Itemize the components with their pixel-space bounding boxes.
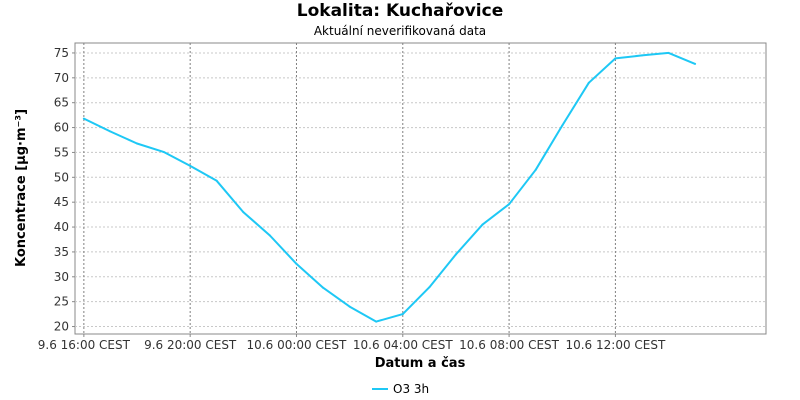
x-tick-label: 10.6 08:00 CEST bbox=[459, 338, 560, 352]
y-tick-label: 55 bbox=[54, 145, 69, 159]
data-point bbox=[640, 54, 643, 57]
data-point bbox=[215, 179, 218, 182]
data-point bbox=[401, 313, 404, 316]
plot-area bbox=[74, 42, 767, 335]
horizontal-gridlines bbox=[75, 52, 766, 328]
data-point bbox=[109, 130, 112, 133]
data-point bbox=[561, 124, 564, 127]
y-tick-label: 45 bbox=[54, 195, 69, 209]
data-point bbox=[481, 223, 484, 226]
data-point bbox=[534, 168, 537, 171]
x-tick-label: 10.6 04:00 CEST bbox=[353, 338, 454, 352]
y-tick-label: 25 bbox=[54, 295, 69, 309]
y-tick-label: 75 bbox=[54, 46, 69, 60]
data-point bbox=[454, 253, 457, 256]
data-point bbox=[375, 320, 378, 323]
data-point bbox=[136, 142, 139, 145]
legend-label-o3: O3 3h bbox=[393, 382, 429, 396]
chart-subtitle: Aktuální neverifikovaná data bbox=[313, 24, 487, 38]
y-tick-label: 35 bbox=[54, 245, 69, 259]
y-tick-label: 30 bbox=[54, 270, 69, 284]
y-axis-ticks: 20 25 30 35 40 45 50 55 60 65 70 75 bbox=[54, 46, 75, 334]
data-point bbox=[348, 305, 351, 308]
data-point bbox=[189, 164, 192, 167]
data-point bbox=[428, 286, 431, 289]
y-tick-label: 50 bbox=[54, 170, 69, 184]
data-point bbox=[268, 234, 271, 237]
x-axis-title: Datum a čas bbox=[375, 356, 466, 371]
x-tick-label: 10.6 00:00 CEST bbox=[247, 338, 348, 352]
vertical-gridlines bbox=[83, 43, 616, 334]
y-tick-label: 20 bbox=[54, 320, 69, 334]
data-point bbox=[614, 57, 617, 60]
data-point bbox=[508, 203, 511, 206]
y-tick-label: 65 bbox=[54, 96, 69, 110]
data-point bbox=[242, 211, 245, 214]
y-tick-label: 70 bbox=[54, 71, 69, 85]
x-tick-label: 9.6 20:00 CEST bbox=[144, 338, 237, 352]
y-tick-label: 40 bbox=[54, 220, 69, 234]
x-tick-label: 9.6 16:00 CEST bbox=[38, 338, 131, 352]
series-line-0 bbox=[83, 51, 696, 323]
data-point bbox=[322, 286, 325, 289]
x-tick-label: 10.6 12:00 CEST bbox=[565, 338, 666, 352]
data-point bbox=[162, 150, 165, 153]
data-point bbox=[694, 62, 697, 65]
y-axis-title: Koncentrace [µg·m⁻³] bbox=[14, 109, 29, 267]
chart-title: Lokalita: Kuchařovice bbox=[296, 1, 504, 21]
data-point bbox=[587, 81, 590, 84]
x-axis-ticks: 9.6 16:00 CEST 9.6 20:00 CEST 10.6 00:00 C… bbox=[38, 334, 666, 352]
y-tick-label: 60 bbox=[54, 121, 69, 135]
data-point bbox=[667, 51, 670, 54]
legend: O3 3h bbox=[372, 382, 429, 396]
data-point bbox=[295, 262, 298, 265]
data-point bbox=[82, 117, 85, 120]
series-lines bbox=[82, 51, 697, 323]
